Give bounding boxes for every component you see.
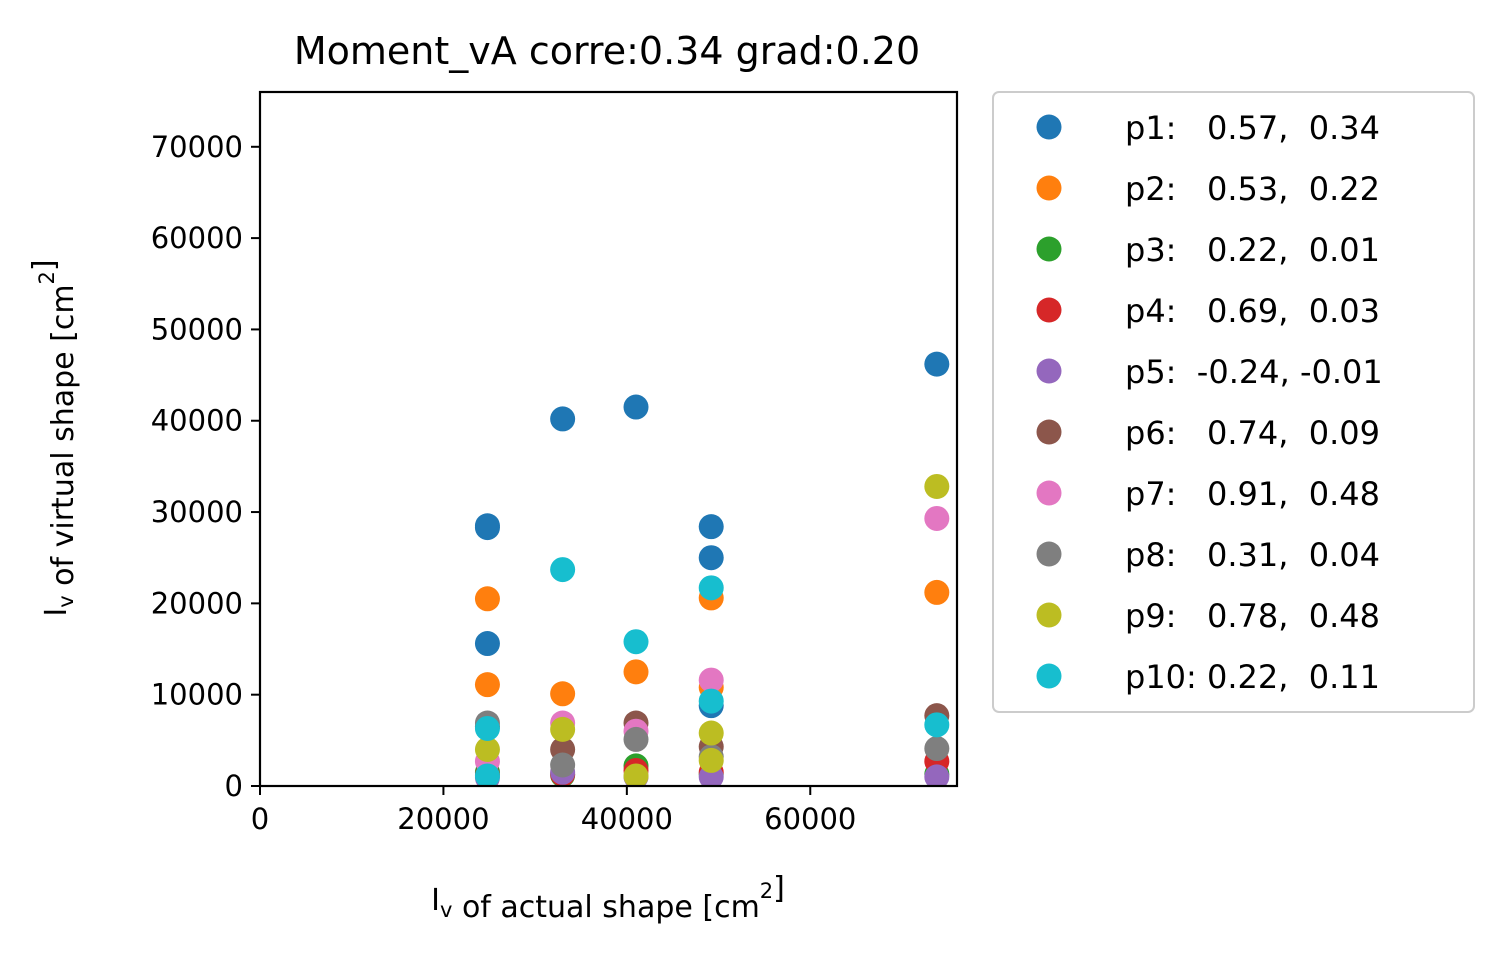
- y-tick-label: 70000: [151, 130, 243, 164]
- plot-area: [258, 90, 959, 788]
- y-axis-ticks: 0 10000 20000 30000 40000 50000 60000 70000: [151, 130, 260, 803]
- legend-entry: p5: -0.24, -0.01: [1125, 353, 1383, 391]
- legend-marker: [1036, 297, 1062, 323]
- point-series-9: [924, 473, 950, 499]
- legend-marker: [1036, 602, 1062, 628]
- y-tick-label: 0: [225, 769, 243, 803]
- point-series-10: [698, 688, 724, 714]
- point-series-10: [698, 575, 724, 601]
- legend-entry: p3: 0.22, 0.01: [1125, 231, 1380, 269]
- x-tick-label: 20000: [397, 802, 489, 836]
- x-tick-label: 40000: [581, 802, 673, 836]
- point-series-8: [924, 736, 950, 762]
- legend-marker: [1036, 663, 1062, 689]
- legend: p1: 0.57, 0.34 p2: 0.53, 0.22 p3: 0.22, 0.…: [992, 91, 1475, 713]
- legend-marker: [1036, 541, 1062, 567]
- point-series-2: [474, 672, 500, 698]
- point-series-10: [924, 712, 950, 738]
- point-series-5: [924, 764, 950, 786]
- legend-marker: [1036, 358, 1062, 384]
- legend-marker: [1036, 114, 1062, 140]
- y-tick-label: 60000: [151, 221, 243, 255]
- legend-entry: p7: 0.91, 0.48: [1125, 475, 1380, 513]
- point-series-10: [623, 629, 649, 655]
- subscript: v: [54, 595, 78, 607]
- chart-title: Moment_vA corre:0.34 grad:0.20: [294, 29, 920, 73]
- point-series-1: [474, 513, 500, 539]
- legend-entry: p4: 0.69, 0.03: [1125, 292, 1380, 330]
- superscript: 2: [35, 271, 59, 284]
- point-series-1: [698, 545, 724, 571]
- point-series-1: [924, 351, 950, 377]
- x-axis-ticks: 0 20000 40000 60000: [251, 786, 856, 836]
- point-series-9: [474, 736, 500, 762]
- point-series-8: [623, 726, 649, 752]
- point-series-9: [698, 720, 724, 746]
- legend-marker: [1036, 480, 1062, 506]
- point-series-9: [623, 763, 649, 786]
- legend-entry: p10: 0.22, 0.11: [1125, 658, 1380, 696]
- legend-entry: p9: 0.78, 0.48: [1125, 597, 1380, 635]
- legend-entry: p1: 0.57, 0.34: [1125, 109, 1380, 147]
- legend-entry: p8: 0.31, 0.04: [1125, 536, 1380, 574]
- point-series-1: [698, 514, 724, 540]
- point-series-2: [623, 659, 649, 685]
- point-series-2: [550, 681, 576, 707]
- point-series-1: [550, 406, 576, 432]
- point-series-1: [623, 394, 649, 420]
- point-series-10: [474, 763, 500, 786]
- subscript: v: [440, 898, 452, 922]
- y-tick-label: 50000: [151, 312, 243, 346]
- y-tick-label: 10000: [151, 678, 243, 712]
- y-tick-label: 20000: [151, 586, 243, 620]
- x-tick-label: 0: [251, 802, 269, 836]
- legend-entry: p6: 0.74, 0.09: [1125, 414, 1380, 452]
- point-series-2: [924, 579, 950, 605]
- legend-marker: [1036, 175, 1062, 201]
- data-points: [474, 351, 950, 786]
- point-series-9: [698, 747, 724, 773]
- x-axis-label: Iv of actual shape [cm2]: [431, 871, 785, 925]
- y-axis-label: Iv of virtual shape [cm2]: [27, 259, 81, 616]
- x-tick-label: 60000: [764, 802, 856, 836]
- point-series-7: [924, 505, 950, 531]
- plot-frame: [258, 90, 959, 788]
- point-series-10: [474, 715, 500, 741]
- superscript: 2: [760, 879, 773, 903]
- point-series-1: [474, 631, 500, 657]
- point-series-9: [550, 716, 576, 742]
- legend-marker: [1036, 236, 1062, 262]
- y-tick-label: 40000: [151, 404, 243, 438]
- point-series-2: [474, 586, 500, 612]
- point-series-10: [550, 557, 576, 583]
- point-series-8: [550, 752, 576, 778]
- legend-entry: p2: 0.53, 0.22: [1125, 170, 1380, 208]
- y-tick-label: 30000: [151, 495, 243, 529]
- legend-frame: [992, 91, 1475, 713]
- legend-marker: [1036, 419, 1062, 445]
- point-series-7: [698, 667, 724, 693]
